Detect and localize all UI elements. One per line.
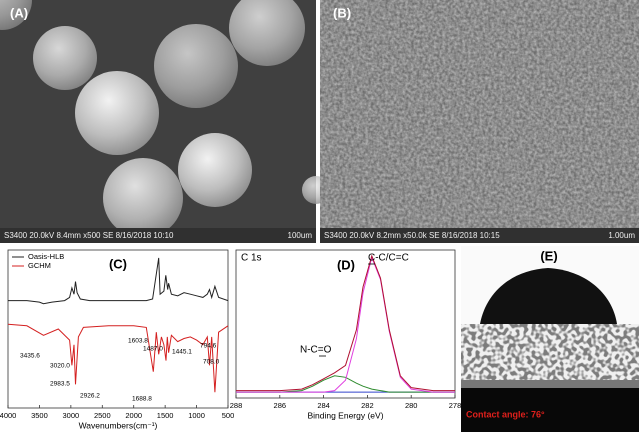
- x-tick-label: 286: [274, 401, 287, 410]
- legend-label: Oasis-HLB: [28, 252, 64, 261]
- x-tick-label: 288: [230, 401, 243, 410]
- droplet: [480, 268, 617, 324]
- annotation: 1445.1: [172, 349, 192, 356]
- plot-frame: [235, 249, 456, 399]
- spectrum-line: [7, 323, 229, 393]
- x-tick-label: 280: [405, 401, 418, 410]
- x-axis-label: Binding Energy (eV): [307, 410, 383, 420]
- x-tick-label: 4000: [0, 411, 16, 420]
- x-axis-label: Wavenumbers(cm⁻¹): [79, 420, 158, 430]
- spectrum-line: [236, 255, 455, 393]
- plot-frame: [7, 249, 229, 409]
- x-tick-label: 1500: [157, 411, 174, 420]
- spectrum-line: [236, 375, 455, 393]
- annotation: 1487.0: [143, 346, 163, 353]
- spectrum-line: [8, 257, 229, 305]
- legend-label: GCHM: [28, 261, 51, 270]
- annotation: 3435.6: [20, 353, 40, 360]
- microspheres: [0, 0, 330, 238]
- sem-caption: S3400 20.0kV 8.2mm x50.0k SE 8/16/2018 1…: [324, 231, 500, 240]
- annotation: C 1s: [241, 253, 262, 264]
- contact-angle: Contact angle: 76°: [466, 409, 545, 419]
- x-tick-label: 278: [449, 401, 462, 410]
- annotation: 1603.8: [128, 338, 148, 345]
- panel-e: (E) Contact angle: 76°: [461, 246, 639, 432]
- x-tick-label: 2500: [94, 411, 111, 420]
- panel-a: (A) S3400 20.0kV 8.4mm x500 SE 8/16/2018…: [0, 0, 330, 243]
- sem-caption: S3400 20.0kV 8.4mm x500 SE 8/16/2018 10:…: [4, 231, 174, 240]
- x-tick-label: 3500: [31, 411, 48, 420]
- scale-bar-label: 1.00um: [608, 231, 635, 240]
- sem-texture: [320, 0, 639, 228]
- x-tick-label: 500: [222, 411, 235, 420]
- spectrum-line: [236, 254, 455, 392]
- panel-label: (A): [10, 5, 28, 20]
- x-tick-label: 1000: [188, 411, 205, 420]
- x-tick-label: 282: [361, 401, 374, 410]
- panel-label: (D): [337, 257, 355, 272]
- panel-label: (B): [333, 5, 351, 20]
- x-tick-label: 284: [317, 401, 330, 410]
- panel-label: (E): [540, 248, 557, 263]
- annotation: 708.0: [203, 359, 220, 366]
- annotation: 2983.5: [50, 381, 70, 388]
- annotation: 794.6: [200, 343, 217, 350]
- annotation: C-C/C=C: [368, 253, 409, 264]
- panel-label: (C): [109, 256, 127, 271]
- annotation: N-C=O: [300, 345, 332, 356]
- annotation: 3020.0: [50, 363, 70, 370]
- panel-b: (B) S3400 20.0kV 8.2mm x50.0k SE 8/16/20…: [320, 0, 639, 243]
- x-tick-label: 2000: [125, 411, 142, 420]
- scale-bar-label: 100um: [288, 231, 313, 240]
- annotation: 1688.8: [132, 396, 152, 403]
- x-tick-label: 3000: [63, 411, 80, 420]
- charts: 4000 3500 3000 2500 2000 1500 1000 500 Wavenumbe…: [0, 249, 462, 430]
- annotation: 2926.2: [80, 393, 100, 400]
